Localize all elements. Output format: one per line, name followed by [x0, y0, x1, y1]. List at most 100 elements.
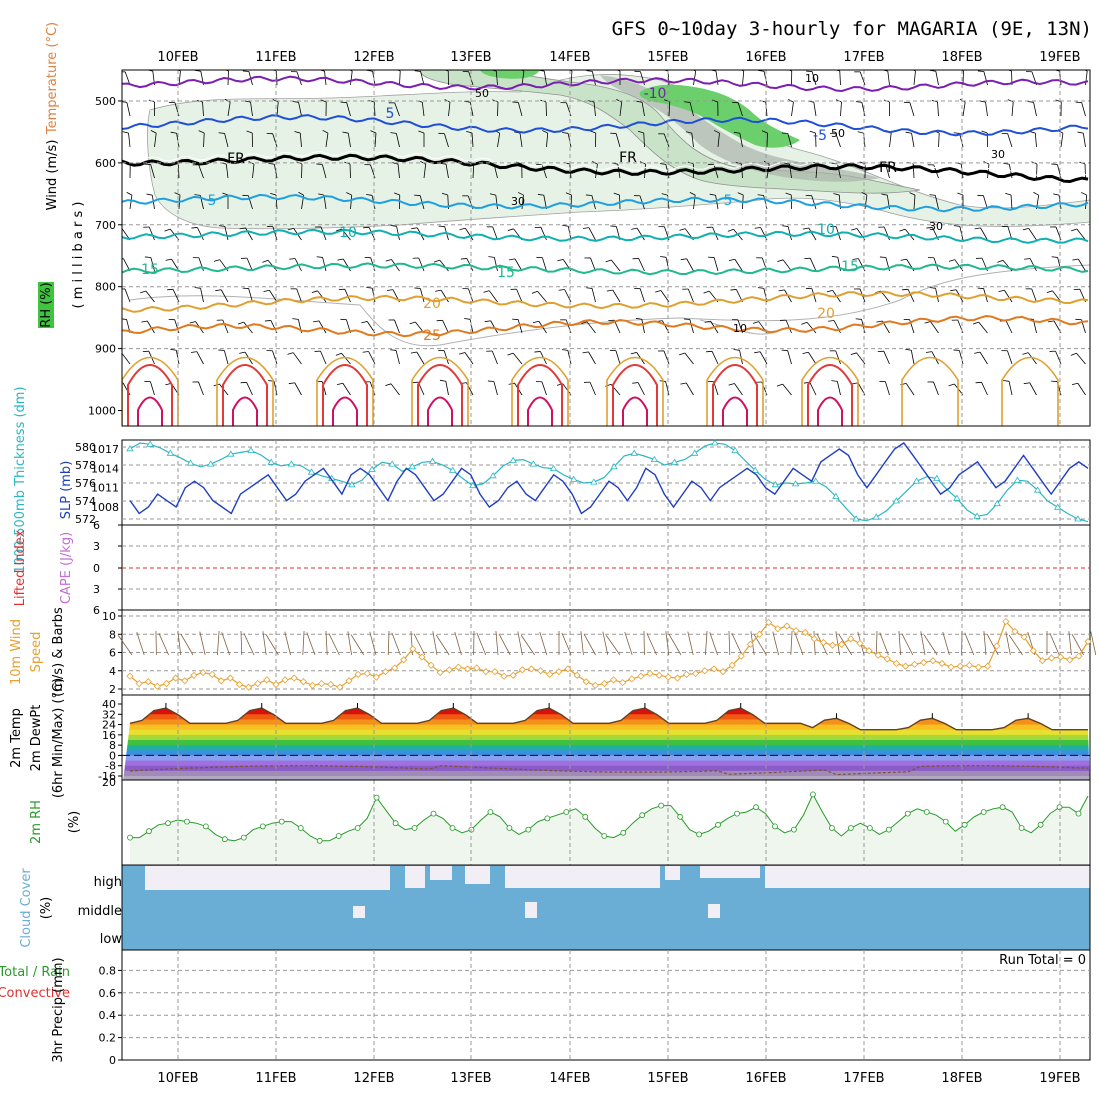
- wind-barb-flag: [532, 320, 539, 323]
- cloud-gap: [405, 866, 425, 888]
- wind-barb-flag: [881, 193, 888, 196]
- wind-barb: [347, 133, 351, 148]
- wind-barb-flag: [660, 256, 667, 258]
- wind-speed-point: [883, 655, 891, 663]
- thickness-point: [428, 457, 437, 464]
- wind-barb: [546, 133, 549, 148]
- wind-barb: [442, 320, 449, 334]
- tick-label: 0.4: [99, 1009, 117, 1022]
- wind-barb-flag: [679, 352, 686, 356]
- wind-barb-flag: [636, 100, 643, 103]
- wind-barb-flag: [489, 193, 496, 196]
- wind-barb-flag: [1051, 163, 1058, 165]
- wind-barb-flag: [661, 193, 668, 196]
- bottom-date-label: 14FEB: [549, 1071, 590, 1086]
- tick-label: 6: [109, 647, 116, 660]
- tick-label: 8: [109, 628, 116, 641]
- contour-label: -10: [644, 86, 667, 102]
- wind-barb-flag: [122, 131, 129, 134]
- wind-barb-flag: [1084, 70, 1088, 72]
- temp-arch-40: [722, 396, 748, 426]
- surface-wind-barb: [347, 631, 352, 656]
- temperature-contour: [122, 193, 1089, 213]
- surface-wind-barb: [728, 631, 731, 656]
- tick-label: 0.2: [99, 1032, 117, 1045]
- thickness-point: [267, 458, 275, 465]
- wind-barb: [272, 226, 278, 241]
- wind-barb: [294, 382, 302, 396]
- wind-barb-flag: [459, 352, 466, 355]
- thickness-point: [307, 468, 316, 475]
- wind-barb: [760, 227, 768, 241]
- wind-barb: [734, 259, 743, 272]
- wind-barb: [198, 381, 204, 396]
- wind-barb: [907, 289, 915, 303]
- wind-barb: [811, 288, 817, 303]
- cloud-gap: [505, 866, 660, 888]
- contour-label: FR: [879, 160, 897, 176]
- wind-barb-flag: [953, 225, 960, 227]
- wind-barb-flag: [1051, 256, 1058, 258]
- surface-wind-barb: [646, 632, 657, 656]
- thickness-point: [630, 449, 638, 456]
- wind-barb-flag: [979, 100, 986, 103]
- wind-barb-flag: [632, 257, 639, 260]
- wind-speed-point: [901, 662, 910, 670]
- wind-barb: [445, 164, 449, 179]
- wind-barb-flag: [366, 286, 373, 289]
- temp-arch-35: [222, 364, 268, 426]
- wind-barb: [397, 164, 400, 179]
- rh-point: [506, 825, 513, 831]
- wind-barb: [222, 319, 229, 334]
- rh-point: [316, 837, 323, 844]
- wind-barb-flag: [242, 70, 249, 72]
- bottom-date-label: 18FEB: [941, 1071, 982, 1086]
- temp-band: [122, 729, 1090, 736]
- wind-barb: [421, 102, 425, 117]
- wind-barb: [517, 102, 523, 117]
- wind-barb: [636, 227, 645, 241]
- wind-barb-flag: [606, 289, 613, 292]
- thickness-point: [892, 497, 901, 504]
- thickness-point: [529, 460, 538, 467]
- wind-speed-point: [755, 630, 764, 638]
- wind-speed-point: [682, 670, 691, 678]
- temp-arch-40: [232, 396, 258, 426]
- surface-wind-barb: [221, 632, 230, 656]
- surface-wind-barb: [986, 633, 999, 656]
- wind-barb: [245, 227, 253, 241]
- bottom-date-label: 10FEB: [157, 1071, 198, 1086]
- wind-speed-point: [628, 675, 636, 683]
- wind-barb: [612, 289, 621, 303]
- rh-point: [772, 823, 778, 830]
- wind-barb: [469, 319, 474, 334]
- wind-barb: [272, 350, 278, 365]
- rh-point: [146, 828, 152, 835]
- cloud-cover-panel: high middle low: [78, 864, 1091, 951]
- wind-barb: [516, 288, 523, 303]
- surface-wind-barb: [1090, 631, 1097, 656]
- contour-label: 30: [991, 148, 1005, 161]
- wind-speed-point: [235, 680, 244, 689]
- wind-barb: [983, 195, 988, 210]
- surface-wind-barb: [240, 631, 243, 656]
- precip-panel: 0.8 0.6 0.4 0.2 0 Run Total = 0: [99, 949, 1091, 1067]
- wind-barb: [981, 382, 988, 396]
- wind-speed-point: [482, 668, 490, 676]
- wind-barb: [227, 102, 231, 117]
- wind-barb: [1077, 383, 1086, 396]
- wind-speed-point: [409, 645, 417, 653]
- wind-barb-flag: [363, 226, 370, 229]
- contour-label: FR: [619, 150, 637, 166]
- wind-speed-point: [153, 682, 161, 690]
- wind-barb: [591, 71, 596, 86]
- temp-arch-30: [511, 356, 569, 426]
- wind-speed-point: [555, 668, 563, 676]
- wind-barb-flag: [855, 318, 862, 320]
- rh-point: [127, 834, 133, 841]
- rh-point: [335, 833, 342, 839]
- thickness-point: [368, 465, 376, 472]
- wind-barb-flag: [924, 321, 931, 324]
- wind-barb: [198, 257, 204, 272]
- wind-barb: [1076, 228, 1086, 241]
